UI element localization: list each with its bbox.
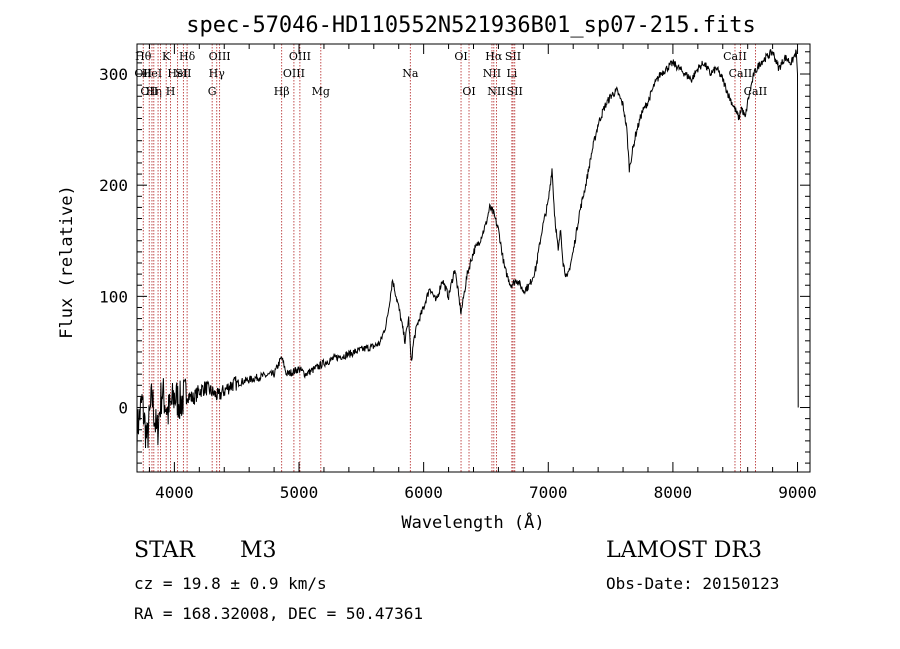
line-marker-label: Hγ [209,67,226,80]
line-marker-label: H [166,85,176,98]
y-tick-label: 0 [118,399,128,418]
x-tick-label: 9000 [778,483,817,502]
line-marker-label: CaII [723,50,747,63]
line-marker-label: Hδ [179,50,196,63]
line-marker-label: NII [487,85,505,98]
line-marker-label: CaII [729,67,753,80]
survey-name: LAMOST DR3 [606,538,762,563]
line-marker-label: HeI [142,67,162,80]
line-marker-label: SII [175,67,191,80]
line-marker-label: Na [402,67,419,80]
line-marker-label: G [208,85,217,98]
line-marker-label: SII [505,50,521,63]
spectral-subclass: M3 [240,538,277,563]
spectrum-line [137,48,799,451]
line-marker-label: CaII [744,85,768,98]
line-marker-label: OI [462,85,475,98]
line-marker-label: SII [507,85,523,98]
x-tick-label: 4000 [155,483,194,502]
object-type: STAR [134,538,195,563]
coordinates: RA = 168.32008, DEC = 50.47361 [134,604,423,623]
x-tick-label: 7000 [529,483,568,502]
line-marker-label: OI [454,50,467,63]
x-tick-label: 8000 [654,483,693,502]
line-marker-label: Hβ [274,85,290,98]
y-tick-label: 300 [99,65,128,84]
line-marker-label: HeI [167,67,187,80]
line-marker-label: OIII [289,50,311,63]
line-marker-label: NII [483,67,501,80]
x-tick-label: 6000 [404,483,443,502]
y-tick-label: 100 [99,287,128,306]
x-axis-label: Wavelength (Å) [401,511,544,533]
observation-date: Obs-Date: 20150123 [606,574,780,593]
line-marker-label: K [162,50,171,63]
line-marker-label: OII [140,85,158,98]
line-marker-label: Li [506,67,517,80]
line-marker-label: Hθ [135,50,152,63]
line-marker-label: Hα [485,50,503,63]
chart-title: spec-57046-HD110552N521936B01_sp07-215.f… [186,13,756,38]
plot-frame [136,43,811,473]
y-axis-label: Flux (relative) [57,185,77,339]
redshift-cz: cz = 19.8 ± 0.9 km/s [134,574,327,593]
line-marker-label: Mg [312,85,330,98]
line-marker-label: Hη [146,85,162,98]
x-tick-label: 5000 [280,483,319,502]
line-marker-label: OII [134,67,152,80]
y-tick-label: 200 [99,176,128,195]
line-marker-label: OIII [209,50,231,63]
line-marker-label: OIII [283,67,305,80]
